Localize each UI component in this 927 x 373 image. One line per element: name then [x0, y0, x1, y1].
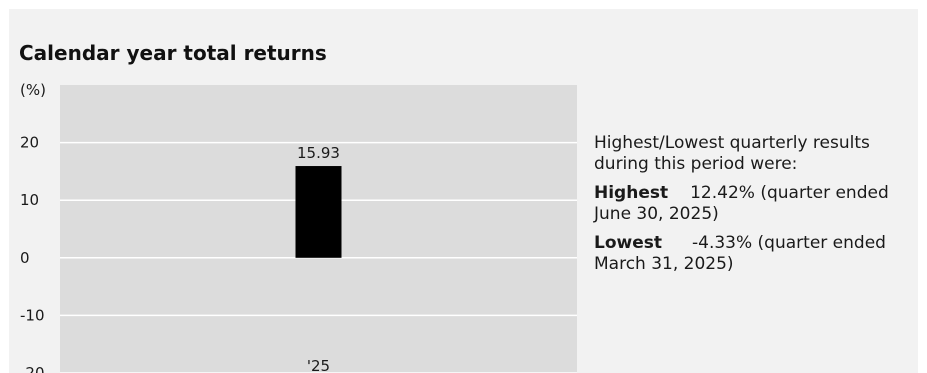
bar-value-label: 15.93	[297, 144, 340, 162]
highest-value: 12.42% (quarter ended June 30, 2025)	[594, 183, 889, 224]
y-tick-label: 0	[20, 249, 30, 267]
y-tick-label: 20	[20, 134, 39, 152]
lowest-label: Lowest	[594, 233, 662, 253]
quarterly-results-panel: Highest/Lowest quarterly results during …	[594, 133, 914, 283]
y-tick-label: 10	[20, 191, 39, 209]
highest-result: Highest 12.42% (quarter ended June 30, 20…	[594, 183, 914, 225]
lowest-value: -4.33% (quarter ended March 31, 2025)	[594, 233, 886, 274]
highest-label: Highest	[594, 183, 669, 203]
quarterly-results-intro: Highest/Lowest quarterly results during …	[594, 133, 870, 174]
bar	[295, 166, 342, 258]
y-axis-label: (%)	[20, 81, 46, 99]
lowest-result: Lowest -4.33% (quarter ended March 31, 20…	[594, 233, 914, 275]
y-tick-label: -10	[20, 306, 45, 324]
x-tick-label: '25	[307, 357, 330, 373]
chart-title: Calendar year total returns	[19, 41, 327, 65]
y-tick-label: -20	[20, 364, 45, 373]
